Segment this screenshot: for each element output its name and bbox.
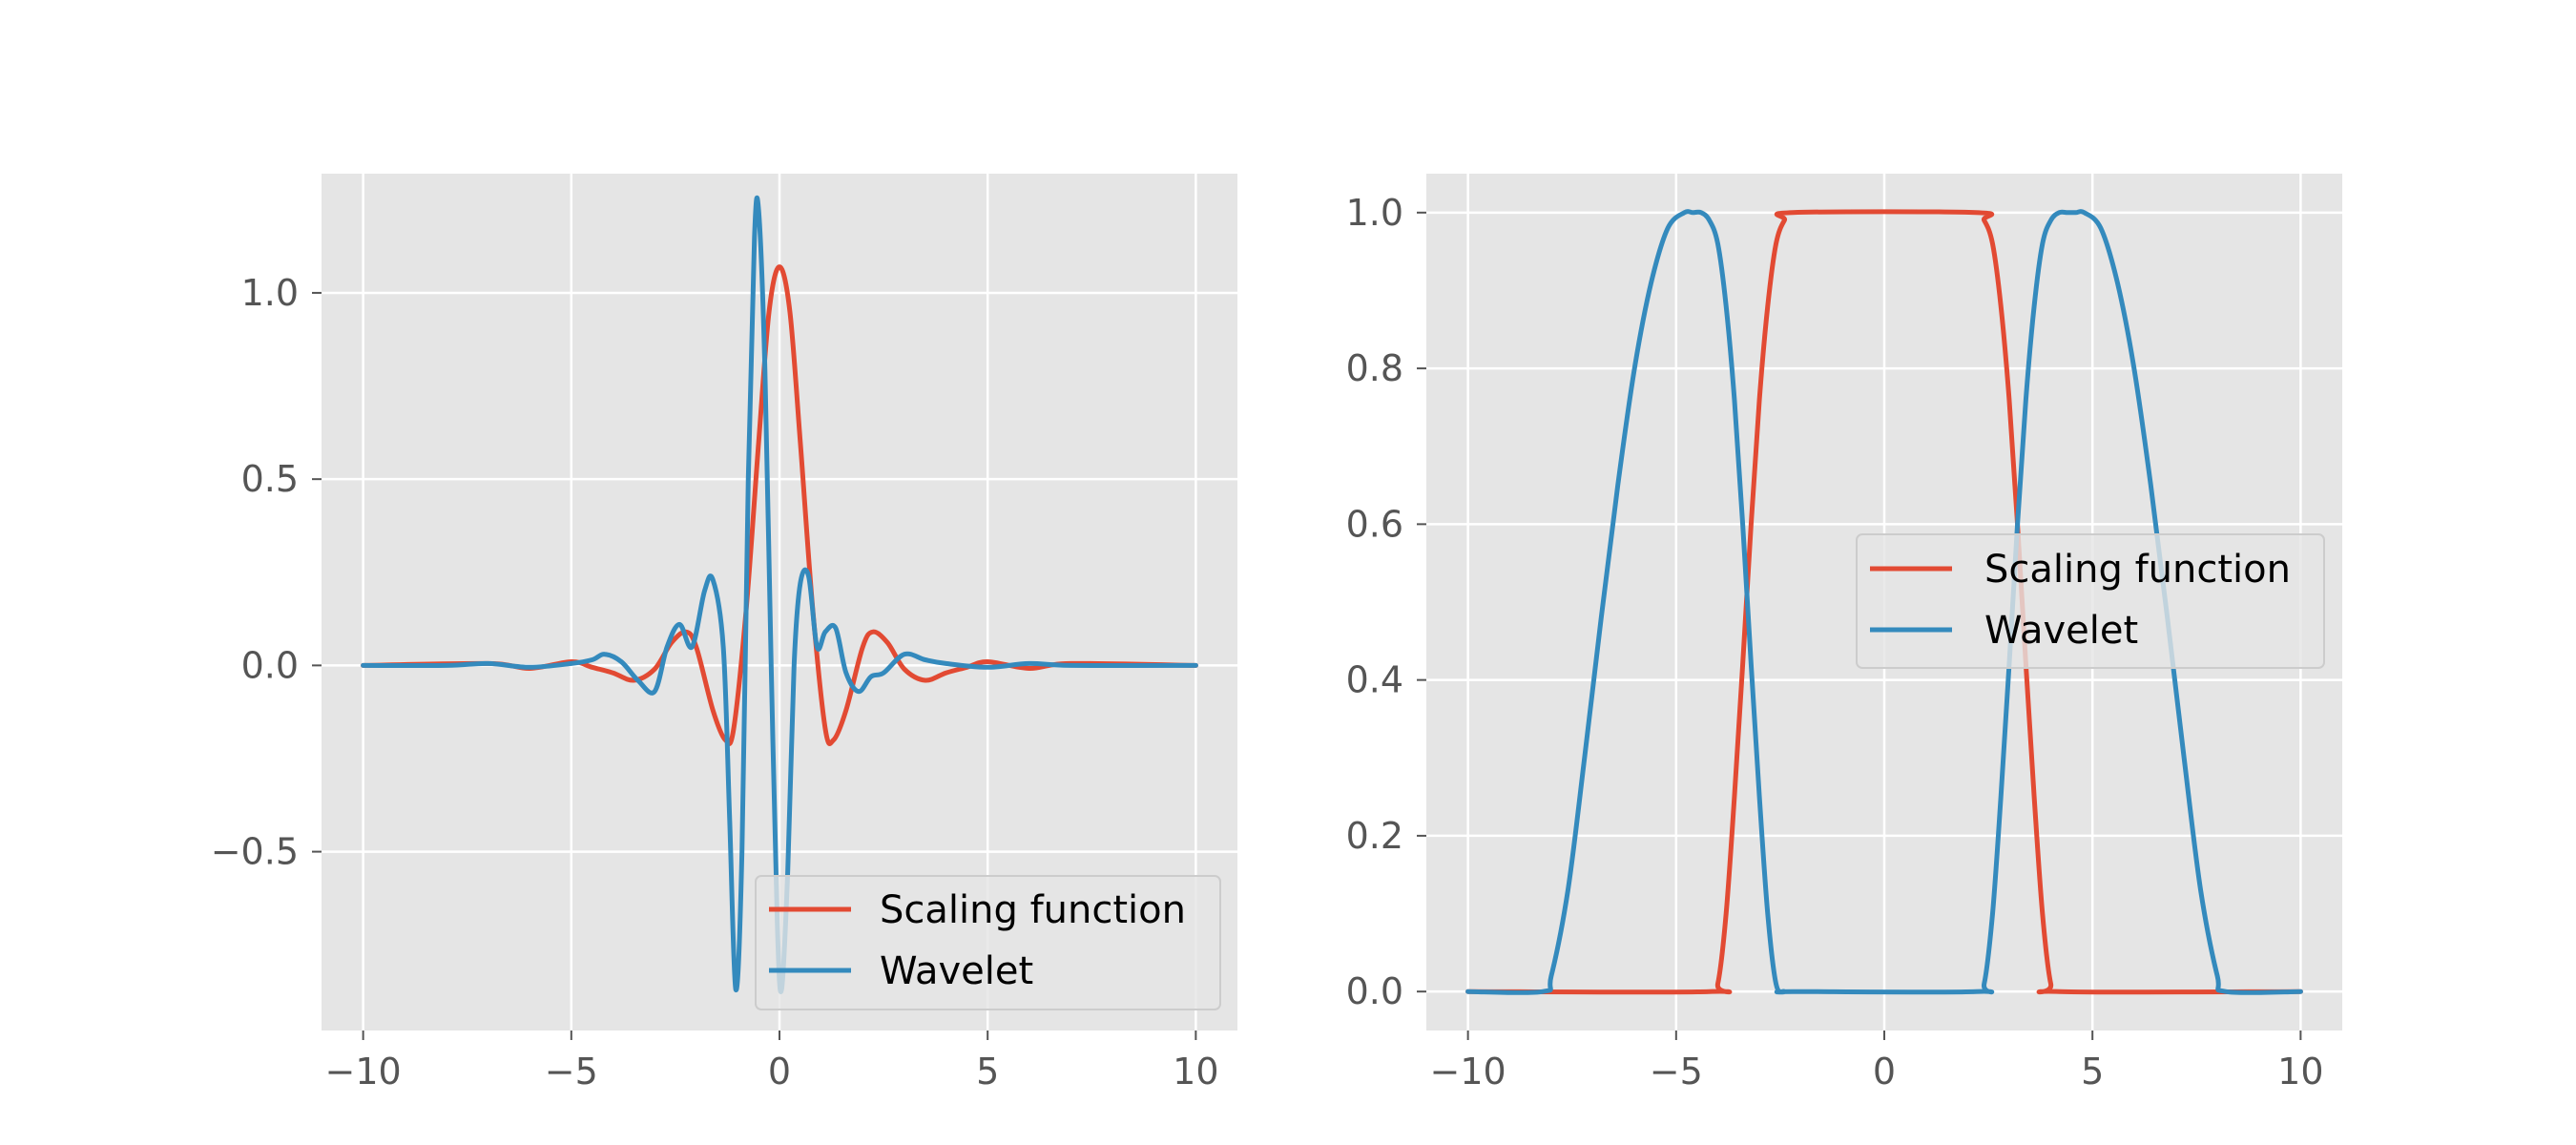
x-tick-label: 5 (2081, 1051, 2104, 1093)
x-tick-label: 10 (2277, 1051, 2323, 1093)
left-ticks: −10 −5 0 5 10 −0.5 0.0 0.5 1.0 (211, 272, 1219, 1093)
series-line-wavelet (361, 196, 1198, 994)
y-tick-label: 0.4 (1346, 659, 1403, 701)
y-tick-label: 0.8 (1346, 347, 1403, 389)
left-legend-box (755, 875, 1221, 1010)
left-series (361, 196, 1198, 994)
y-tick-label: 0.2 (1346, 815, 1403, 857)
x-tick-label: 0 (1873, 1051, 1896, 1093)
right-legend-label-scaling: Scaling function (1984, 548, 2291, 592)
y-tick-label: 1.0 (241, 272, 299, 314)
x-tick-label: 0 (768, 1051, 791, 1093)
y-tick-label: 0.5 (241, 458, 299, 500)
right-chart: −10 −5 0 5 10 0.0 0.2 0.4 0.6 0.8 1.0 Scaling func… (1346, 174, 2342, 1093)
x-tick-label: 5 (976, 1051, 999, 1093)
y-tick-label: 0.0 (1346, 970, 1403, 1012)
series-line-scaling-function (361, 264, 1198, 746)
right-grid (1426, 174, 2342, 1030)
x-tick-label: −5 (545, 1051, 598, 1093)
x-tick-label: −5 (1650, 1051, 1703, 1093)
y-tick-label: 1.0 (1346, 192, 1403, 234)
series-line-scaling-function (1465, 209, 2303, 995)
right-legend: Scaling function Wavelet (1856, 533, 2325, 669)
left-legend-label-wavelet: Wavelet (880, 949, 1033, 993)
y-tick-label: −0.5 (211, 831, 299, 873)
right-ticks: −10 −5 0 5 10 0.0 0.2 0.4 0.6 0.8 1.0 (1346, 192, 2324, 1093)
x-tick-label: 10 (1173, 1051, 1218, 1093)
right-legend-label-wavelet: Wavelet (1984, 609, 2138, 653)
series-line-wavelet (1465, 209, 2303, 995)
right-series (1465, 209, 2303, 995)
right-legend-box (1856, 533, 2325, 669)
x-tick-label: −10 (1430, 1051, 1506, 1093)
x-tick-label: −10 (325, 1051, 402, 1093)
left-chart: −10 −5 0 5 10 −0.5 0.0 0.5 1.0 Scaling function … (211, 174, 1237, 1093)
y-tick-label: 0.6 (1346, 503, 1403, 545)
y-tick-label: 0.0 (241, 644, 299, 686)
left-legend-label-scaling: Scaling function (880, 888, 1186, 932)
left-legend: Scaling function Wavelet (755, 875, 1221, 1010)
